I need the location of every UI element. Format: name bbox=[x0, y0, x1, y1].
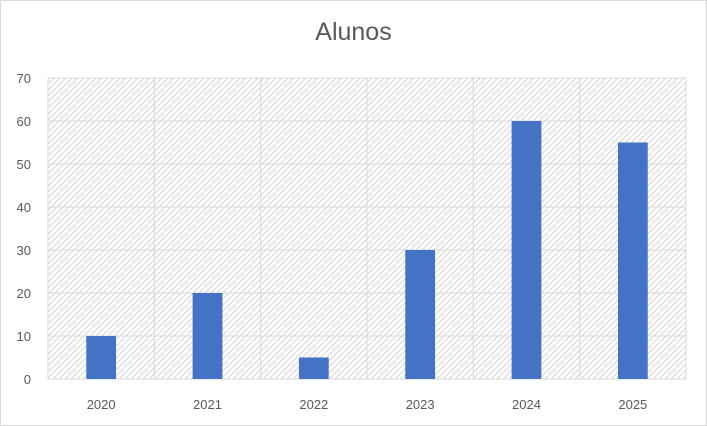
y-tick-label: 20 bbox=[17, 286, 31, 301]
bar-2021 bbox=[192, 293, 223, 379]
y-tick-label: 60 bbox=[17, 114, 31, 129]
bar-2025 bbox=[617, 142, 648, 379]
bar-2023 bbox=[405, 250, 436, 379]
bar-2020 bbox=[86, 336, 117, 379]
y-tick-label: 50 bbox=[17, 157, 31, 172]
x-tick-label: 2023 bbox=[406, 397, 435, 412]
y-tick-label: 0 bbox=[24, 372, 31, 387]
y-tick-label: 40 bbox=[17, 200, 31, 215]
bar-2024 bbox=[511, 121, 542, 379]
y-tick-label: 30 bbox=[17, 243, 31, 258]
y-tick-label: 70 bbox=[17, 71, 31, 86]
x-tick-label: 2024 bbox=[512, 397, 541, 412]
x-tick-label: 2022 bbox=[299, 397, 328, 412]
x-tick-label: 2020 bbox=[87, 397, 116, 412]
x-tick-label: 2025 bbox=[618, 397, 647, 412]
bar-2022 bbox=[298, 357, 329, 379]
y-tick-label: 10 bbox=[17, 329, 31, 344]
x-tick-label: 2021 bbox=[193, 397, 222, 412]
chart-title: Alunos bbox=[315, 18, 392, 46]
